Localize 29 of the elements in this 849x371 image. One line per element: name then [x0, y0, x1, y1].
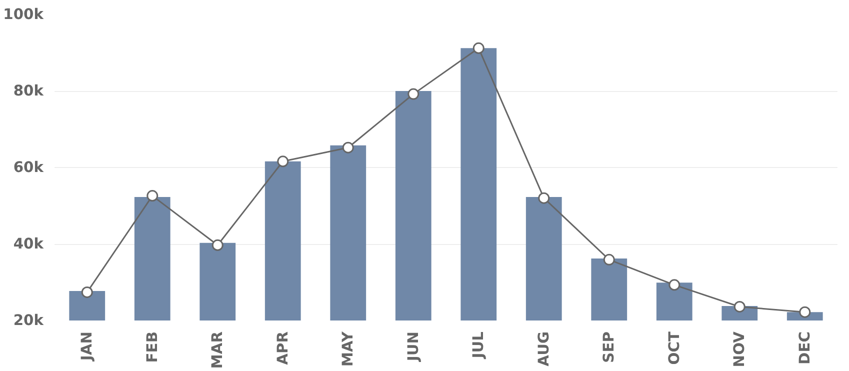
- point: [472, 42, 484, 54]
- point: [799, 306, 811, 318]
- x-tick-label: JUN: [404, 331, 422, 362]
- x-tick-label: SEP: [600, 331, 618, 363]
- x-tick-label: FEB: [144, 331, 161, 363]
- y-tick-label: 40k: [13, 236, 45, 252]
- x-tick-label: MAY: [340, 331, 357, 367]
- point: [538, 192, 550, 204]
- point: [734, 300, 746, 312]
- point: [146, 190, 158, 202]
- x-tick-label: NOV: [731, 330, 748, 368]
- y-tick-label: 80k: [13, 82, 45, 100]
- y-tick-label: 20k: [13, 312, 45, 329]
- y-tick-label: 60k: [13, 159, 45, 176]
- point: [603, 254, 615, 266]
- x-tick-label: JAN: [78, 332, 96, 362]
- point: [408, 88, 420, 100]
- point: [277, 156, 289, 168]
- x-tick-label: AUG: [535, 331, 552, 366]
- point: [81, 286, 93, 298]
- x-tick-label: APR: [274, 331, 292, 365]
- y-tick-label: 100k: [3, 6, 45, 23]
- x-tick-label: JUL: [470, 331, 488, 360]
- point: [212, 239, 224, 251]
- x-tick-label: OCT: [666, 331, 683, 365]
- x-tick-label: DEC: [796, 331, 814, 364]
- point: [668, 279, 680, 291]
- x-tick-label: MAR: [209, 331, 226, 369]
- point: [342, 142, 354, 154]
